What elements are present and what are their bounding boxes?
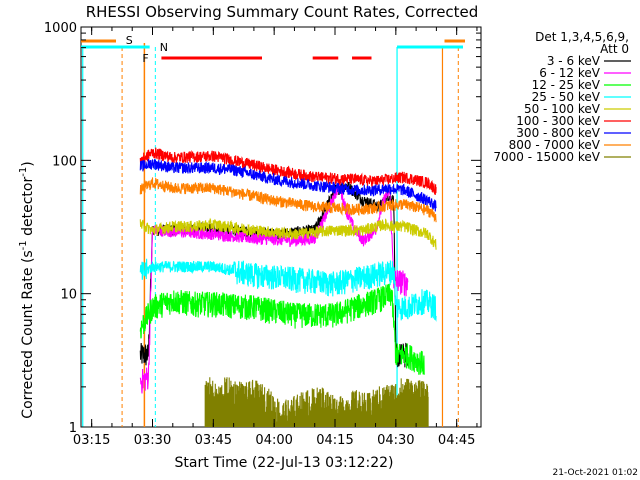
series-line — [139, 283, 425, 375]
legend-header-1: Det 1,3,4,5,6,9, — [535, 30, 629, 44]
x-axis: 03:15 03:30 03:45 04:00 04:15 04:30 04:45 — [73, 27, 478, 448]
x-tick-label: 04:00 — [255, 433, 292, 448]
series-layer — [139, 147, 437, 427]
legend-item-label: 12 - 25 keV — [532, 78, 601, 92]
legend-item-label: 800 - 7000 keV — [509, 138, 601, 152]
chart-title: RHESSI Observing Summary Count Rates, Co… — [86, 3, 479, 21]
legend-item-label: 50 - 100 keV — [524, 102, 601, 116]
series-line — [139, 258, 437, 322]
x-tick-label: 03:45 — [195, 433, 232, 448]
y-axis-label-end: ) — [20, 161, 36, 166]
series-line — [139, 177, 437, 223]
legend-item-label: 3 - 6 keV — [547, 54, 601, 68]
legend-header-2: Att 0 — [600, 42, 629, 56]
flag-f-label: F — [142, 52, 148, 65]
series-line — [204, 377, 429, 427]
x-axis-label: Start Time (22-Jul-13 03:12:22) — [174, 455, 393, 471]
y-tick-label: 100 — [52, 154, 77, 169]
x-tick-label: 04:45 — [438, 433, 475, 448]
legend-item-label: 7000 - 15000 keV — [493, 150, 600, 164]
legend-item-label: 100 - 300 keV — [516, 114, 600, 128]
y-axis-label-main: Corrected Count Rate (s — [20, 250, 36, 418]
series-line — [139, 181, 409, 394]
y-axis-label-sup2: -1 — [18, 167, 29, 177]
y-tick-label: 1000 — [44, 21, 77, 36]
legend-item-label: 25 - 50 keV — [532, 90, 601, 104]
x-tick-label: 04:15 — [316, 433, 353, 448]
y-tick-label: 1 — [69, 421, 77, 436]
legend-item-label: 6 - 12 keV — [539, 66, 601, 80]
flag-s-label: S — [126, 34, 133, 47]
y-axis-label: Corrected Count Rate (s-1 detector-1) — [18, 161, 36, 418]
series-line — [139, 158, 437, 212]
series-line — [139, 147, 437, 195]
y-axis-label-sup1: -1 — [18, 240, 29, 250]
y-axis: 1 10 100 1000 — [44, 21, 481, 436]
y-axis-label-mid: detector — [20, 177, 36, 241]
legend-item-label: 300 - 800 keV — [516, 126, 600, 140]
y-tick-label: 10 — [60, 288, 77, 303]
flag-n-label: N — [160, 41, 168, 54]
footer-timestamp: 21-Oct-2021 01:02 — [553, 468, 638, 478]
x-tick-label: 03:15 — [73, 433, 110, 448]
x-tick-label: 03:30 — [134, 433, 171, 448]
x-tick-label: 04:30 — [377, 433, 414, 448]
series-line — [139, 217, 437, 250]
